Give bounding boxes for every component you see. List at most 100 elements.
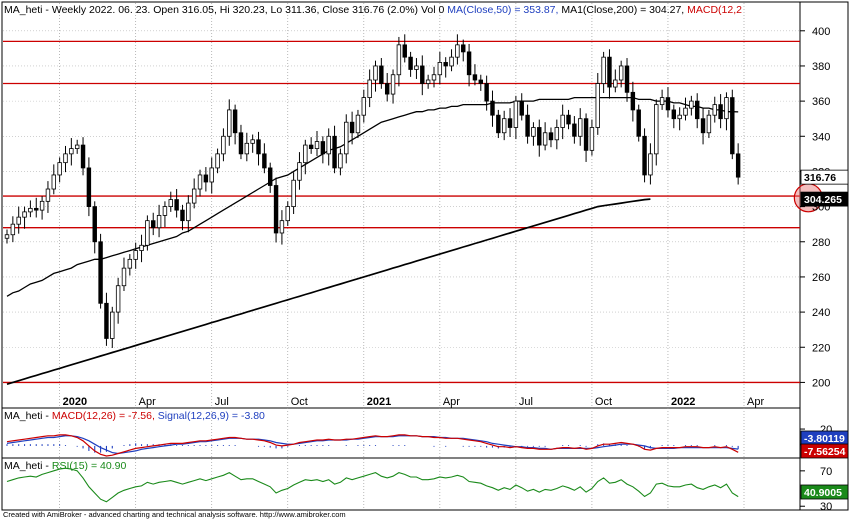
close-price-badge-text: 316.76 [804,172,836,184]
candle [308,137,314,154]
candle-body [578,118,583,137]
candle [156,204,162,238]
y-tick-label: 260 [812,272,830,284]
macd-header-signal: Signal(12,26,9) = -3.80 [158,410,265,422]
candle [630,81,636,122]
macd-indicator [6,434,739,457]
candle [671,104,677,129]
candle [121,257,127,291]
rsi-y-tick-label: 30 [820,501,832,513]
candle [583,113,589,162]
candle [578,108,583,146]
candle [74,139,80,154]
candle [554,119,560,150]
candle-body [548,132,554,141]
candle [484,75,489,111]
rsi-indicator [6,467,739,503]
candle [215,148,220,174]
candle [227,99,232,146]
candle-body [466,51,472,76]
rsi-header-prefix: MA_heti - [4,460,52,472]
y-tick-label: 400 [812,26,830,38]
y-tick-label: 280 [812,237,830,249]
candle [613,69,618,93]
macd-panel-header: MA_heti - MACD(12,26) = -7.56, Signal(12… [4,410,265,422]
candle-body [671,109,677,120]
candle-body [39,200,45,211]
candle [332,125,337,174]
candle [490,90,495,127]
macd-header-macd: MACD(12,26) = -7.56, [52,410,158,422]
candle [69,138,74,166]
candle-body [45,188,51,202]
candle-body [115,285,121,313]
candle-body [677,114,682,120]
candle-body [174,199,179,211]
candle-body [431,74,437,81]
support-resistance-lines [3,40,800,384]
candle-body [396,44,402,76]
candle-body [355,114,361,134]
candle-body [156,214,162,229]
candle-body [227,109,232,137]
candle [291,172,296,214]
candle [338,148,343,176]
candle-body [133,250,138,260]
candle [513,95,519,140]
candle-body [191,188,197,204]
candle-body [537,127,542,146]
candle [694,93,700,129]
candle [472,64,478,86]
candle [683,97,688,121]
candle [180,204,185,231]
candle-body [414,65,419,70]
x-tick-label: Oct [291,396,308,408]
candle-body [554,127,560,141]
close-price-badge-box [800,169,849,185]
candle [145,215,150,251]
header-prefix: MA_heti - Weekly 2022. 06. 23. Open 316.… [4,4,447,16]
ma200-line [6,198,651,386]
candle-body [379,65,384,84]
candle-body [16,216,21,225]
macd-panel-frame [1,407,801,459]
candle-body [501,118,507,134]
ma200-value-badge: 304.265 [800,191,849,207]
candle-body [104,302,109,339]
candle-body [308,144,314,149]
candle [191,178,197,209]
candle [735,143,741,185]
y-tick-label: 360 [812,96,830,108]
candle-body [636,109,641,137]
close-price-badge: 316.76 [800,169,849,185]
candle-body [665,97,671,111]
candle-body [624,65,630,93]
candle [478,74,483,91]
candle-body [63,153,68,164]
candle [642,128,647,183]
x-tick-label: Apr [139,396,156,408]
signal-value-badge: -3.80119 [800,430,849,446]
rsi-value-badge-text: 40.9005 [804,487,842,499]
candle-body [344,121,349,155]
candle [659,89,665,110]
macd-value-badge-box [800,443,849,459]
ma200-value-badge-text: 304.265 [804,194,842,206]
candle-body [297,162,302,181]
candle-body [408,56,413,70]
candle-body [139,244,144,251]
candle [174,189,179,218]
candle [361,89,367,123]
candle [63,145,68,173]
candle-body [420,65,425,84]
candle [314,131,320,156]
candle [51,164,57,195]
candle [238,124,244,160]
candle-body [478,79,483,84]
candle [519,93,524,121]
candle [367,69,372,108]
candle [373,60,378,92]
candle [250,134,255,153]
candle-body [700,118,706,134]
y-axis-area [799,1,849,511]
